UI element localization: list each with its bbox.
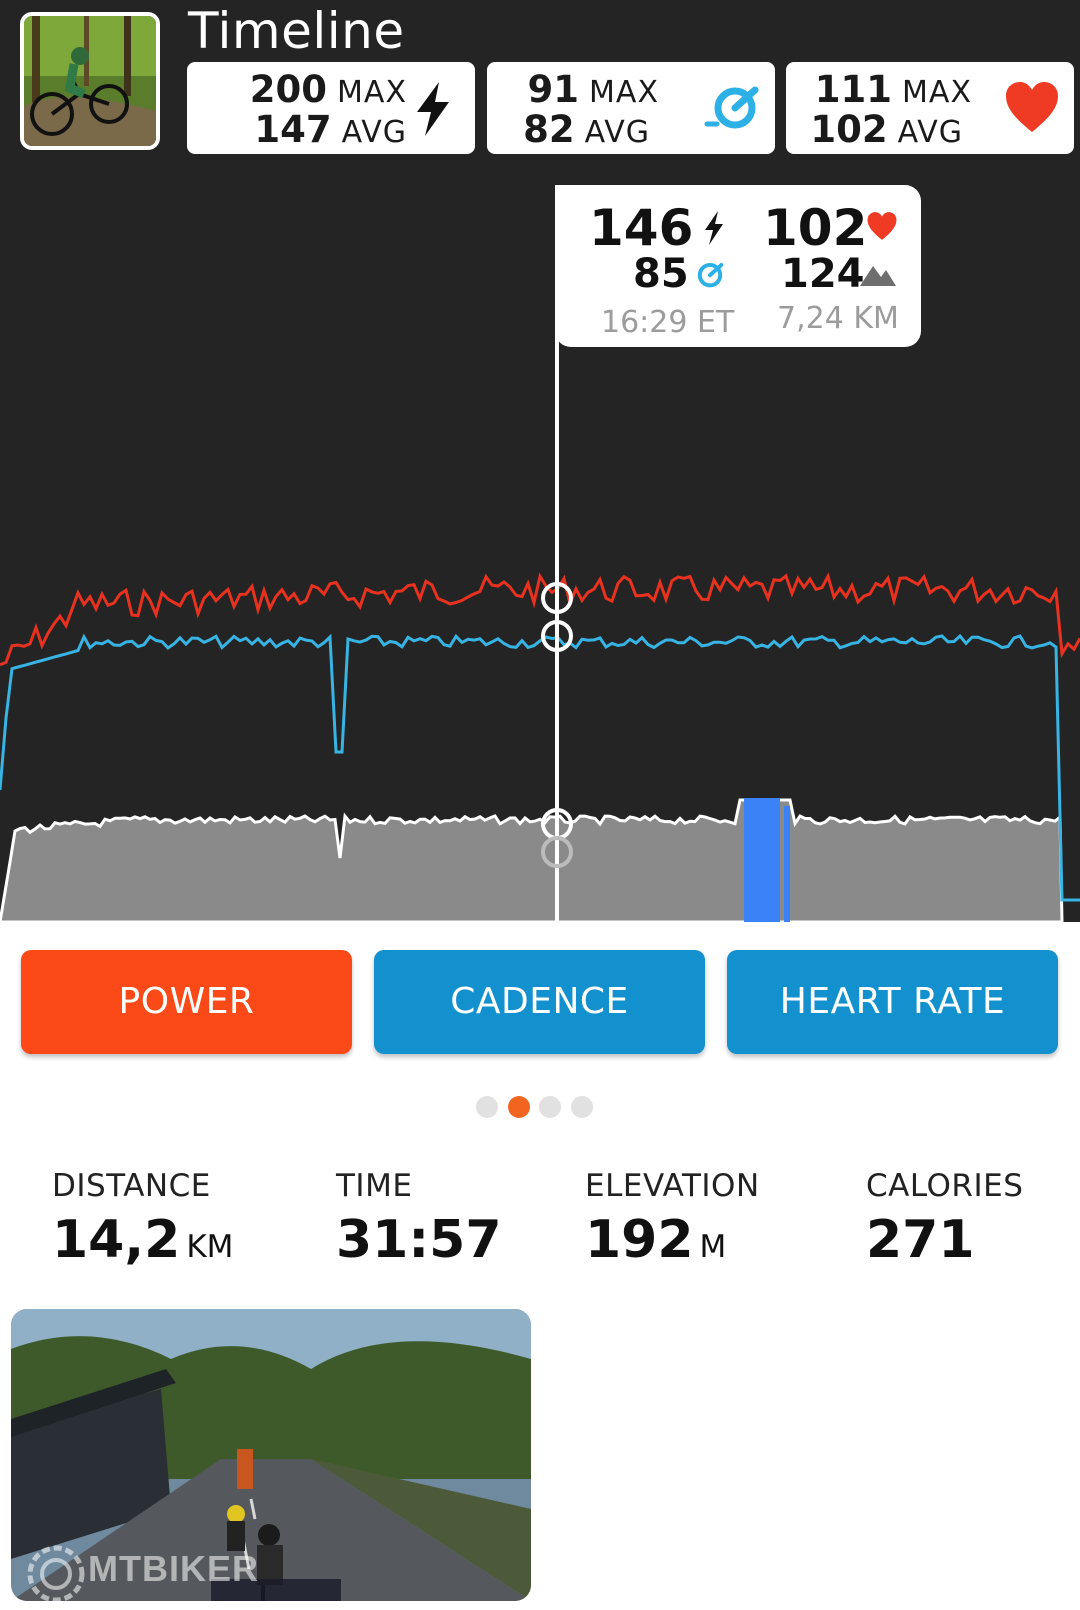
power-marker xyxy=(541,582,573,614)
max-label: MAX xyxy=(589,75,659,110)
lightning-icon xyxy=(417,82,449,136)
scrubber-tooltip: 146 102 85 124 16:29 ET 7,24 KM xyxy=(555,185,921,347)
highlight-segment xyxy=(784,806,790,922)
highlight-segment xyxy=(744,798,780,922)
distance-value: 14,2 xyxy=(52,1210,181,1270)
avg-label: AVG xyxy=(584,115,650,150)
heart-icon xyxy=(1006,82,1058,132)
page-dot-3[interactable] xyxy=(539,1096,561,1118)
power-button[interactable]: POWER xyxy=(21,950,352,1054)
time-summary: TIME 31:57 xyxy=(336,1168,502,1270)
lightning-icon xyxy=(705,211,723,245)
game-scene-image xyxy=(11,1309,531,1601)
mountain-icon xyxy=(860,266,896,286)
heart-rate-button[interactable]: HEART RATE xyxy=(727,950,1058,1054)
calories-summary: CALORIES 271 xyxy=(866,1168,1023,1270)
ride-photo-thumbnail[interactable] xyxy=(20,12,160,150)
tooltip-cadence-value: 85 xyxy=(633,251,689,297)
avg-label: AVG xyxy=(897,115,963,150)
elevation-summary: ELEVATION 192 M xyxy=(585,1168,760,1270)
power-avg-value: 147 xyxy=(254,108,332,151)
cadence-max-value: 91 xyxy=(527,68,580,111)
heart-rate-marker xyxy=(541,836,573,868)
calories-label: CALORIES xyxy=(866,1168,1024,1204)
cadence-marker xyxy=(541,620,573,652)
power-max-value: 200 xyxy=(249,68,328,111)
tooltip-heart-rate-value: 102 xyxy=(763,199,868,257)
elevation-label: ELEVATION xyxy=(585,1168,760,1204)
page-dot-2[interactable] xyxy=(508,1096,530,1118)
heart-icon xyxy=(867,212,897,240)
watermark-text: MTBIKER xyxy=(88,1548,259,1589)
power-stat-card[interactable]: 200 MAX 147 AVG xyxy=(187,62,475,154)
distance-summary: DISTANCE 14,2 KM xyxy=(52,1168,233,1270)
heart-rate-avg-value: 102 xyxy=(810,108,888,151)
max-label: MAX xyxy=(902,75,972,110)
tooltip-power-value: 146 xyxy=(589,199,694,257)
page-dot-1[interactable] xyxy=(476,1096,498,1118)
heart-rate-max-value: 111 xyxy=(814,68,893,111)
heart-rate-stat-card[interactable]: 111 MAX 102 AVG xyxy=(786,62,1074,154)
time-label: TIME xyxy=(336,1168,413,1204)
cadence-avg-value: 82 xyxy=(523,108,575,151)
elevation-area xyxy=(0,798,1064,922)
cadence-stat-card[interactable]: 91 MAX 82 AVG xyxy=(487,62,775,154)
calories-value: 271 xyxy=(866,1210,975,1270)
power-line xyxy=(0,572,1080,667)
cadence-button[interactable]: CADENCE xyxy=(374,950,705,1054)
ride-screenshot[interactable] xyxy=(11,1309,531,1601)
tooltip-distance: 7,24 KM xyxy=(777,301,899,336)
elevation-unit: M xyxy=(699,1229,727,1265)
cadence-gauge-icon xyxy=(704,86,759,129)
cadence-line xyxy=(0,633,1080,902)
max-label: MAX xyxy=(337,75,407,110)
elevation-value: 192 xyxy=(585,1210,694,1270)
tooltip-time: 16:29 ET xyxy=(601,305,735,340)
cadence-gauge-icon xyxy=(697,262,724,288)
avg-label: AVG xyxy=(341,115,407,150)
distance-unit: KM xyxy=(186,1229,234,1265)
page-dot-4[interactable] xyxy=(571,1096,593,1118)
distance-label: DISTANCE xyxy=(52,1168,211,1204)
mtbiker-logo-icon xyxy=(27,1545,85,1603)
page-title: Timeline xyxy=(188,2,405,60)
tooltip-elevation-value: 124 xyxy=(781,251,865,297)
timeline-chart[interactable] xyxy=(0,0,1080,922)
mountain-biker-photo xyxy=(24,16,156,146)
time-value: 31:57 xyxy=(336,1210,502,1270)
